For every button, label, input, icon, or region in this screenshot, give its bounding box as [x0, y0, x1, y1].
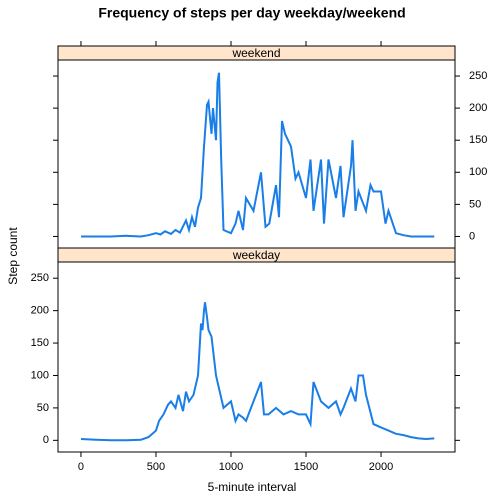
y-tick-label: 150	[31, 337, 49, 349]
panel	[57, 261, 456, 453]
strip-label: weekday	[232, 248, 280, 262]
data-line	[80, 302, 435, 442]
y-tick-label: 50	[37, 402, 49, 414]
y-tick-label: 200	[469, 102, 487, 114]
y-tick-label: 0	[469, 230, 475, 242]
y-tick-label: 100	[469, 166, 487, 178]
x-tick-label: 1500	[294, 461, 318, 473]
y-tick-label: 150	[469, 134, 487, 146]
panel	[57, 59, 456, 249]
x-tick-label: 500	[147, 461, 165, 473]
data-line	[81, 72, 435, 238]
y-tick-label: 250	[31, 272, 49, 284]
y-tick-label: 0	[43, 434, 49, 446]
y-axis-label: Step count	[6, 227, 20, 285]
y-tick-label: 100	[31, 369, 49, 381]
x-tick-label: 0	[78, 461, 84, 473]
chart-title: Frequency of steps per day weekday/weeke…	[98, 5, 405, 21]
y-tick-label: 250	[469, 70, 487, 82]
y-tick-label: 50	[469, 198, 481, 210]
x-tick-label: 2000	[369, 461, 393, 473]
y-tick-label: 200	[31, 305, 49, 317]
strip-label: weekend	[231, 46, 280, 60]
x-tick-label: 1000	[219, 461, 243, 473]
x-axis-label: 5-minute interval	[208, 480, 297, 494]
